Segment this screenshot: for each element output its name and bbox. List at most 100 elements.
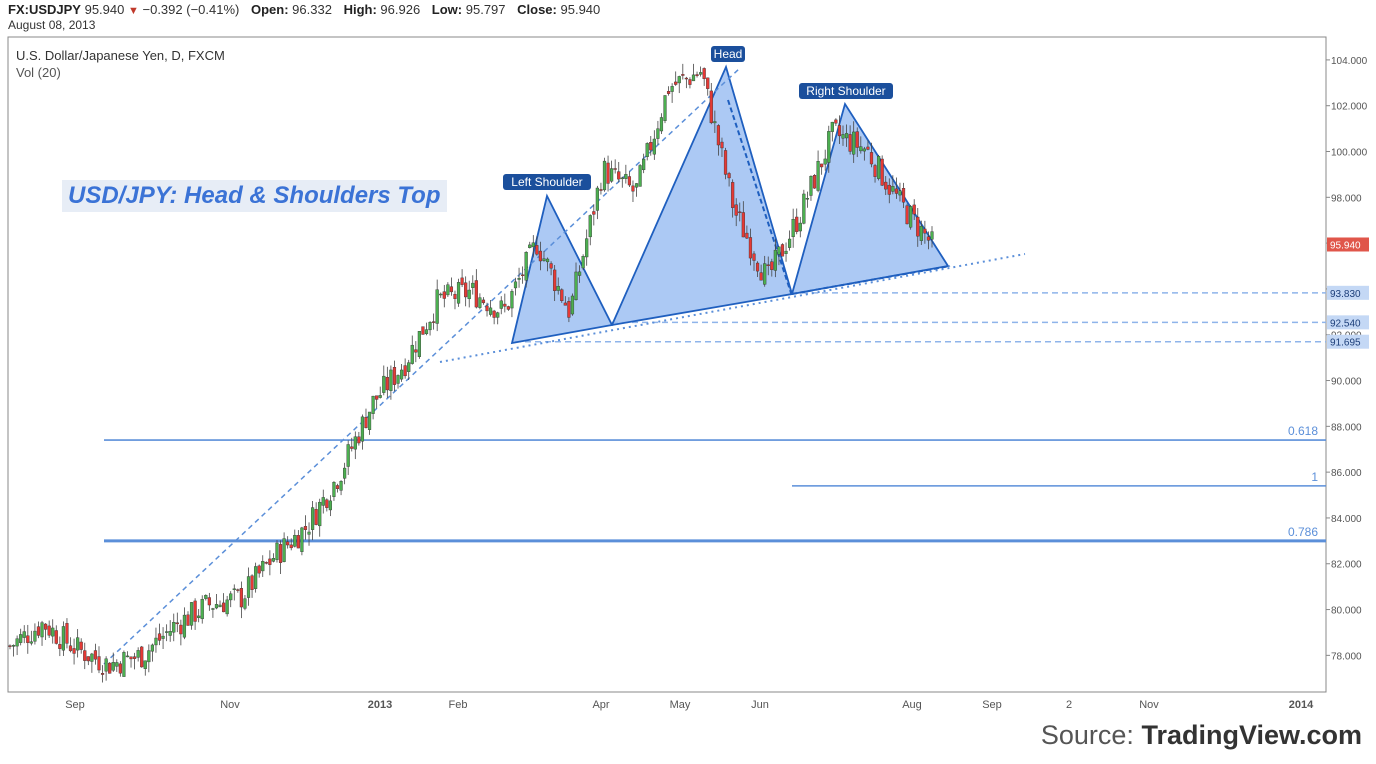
last-price-badge bbox=[1327, 237, 1369, 252]
candle-body bbox=[855, 131, 859, 148]
candle-body bbox=[143, 660, 147, 669]
candle-body bbox=[58, 644, 62, 649]
fib-level-label: 0.618 bbox=[1288, 424, 1318, 438]
candle-body bbox=[435, 289, 439, 324]
candle-body bbox=[691, 74, 696, 82]
x-tick-label: 2 bbox=[1066, 699, 1072, 711]
candle-body bbox=[189, 602, 194, 626]
chart-banner: USD/JPY: Head & Shoulders Top bbox=[62, 180, 447, 212]
candle-body bbox=[378, 395, 382, 398]
candle-body bbox=[812, 175, 817, 189]
pattern-label: Right Shoulder bbox=[806, 84, 885, 98]
x-tick-label: Feb bbox=[449, 699, 468, 711]
y-tick-label: 100.000 bbox=[1331, 148, 1368, 159]
y-tick-label: 104.000 bbox=[1331, 56, 1368, 67]
y-tick-label: 88.000 bbox=[1331, 422, 1362, 433]
symbol-ticker: FX:USDJPY bbox=[8, 2, 81, 17]
candle-body bbox=[521, 274, 525, 276]
pattern-triangle-2 bbox=[610, 64, 794, 327]
y-tick-label: 98.000 bbox=[1331, 193, 1362, 204]
candle-body bbox=[713, 121, 717, 124]
candle-body bbox=[250, 575, 254, 590]
candle-body bbox=[43, 623, 48, 630]
candle-body bbox=[485, 305, 489, 312]
candle-body bbox=[200, 599, 204, 620]
candle-body bbox=[428, 321, 432, 331]
candle-body bbox=[634, 183, 639, 188]
candle-body bbox=[659, 117, 664, 132]
candle-body bbox=[350, 446, 354, 449]
candle-body bbox=[150, 644, 154, 652]
candle-body bbox=[118, 663, 122, 674]
candle-body bbox=[261, 561, 265, 572]
candle-body bbox=[264, 562, 268, 564]
candle-body bbox=[798, 222, 802, 232]
candle-body bbox=[11, 645, 16, 647]
candle-body bbox=[417, 331, 421, 357]
candle-body bbox=[232, 588, 236, 590]
close-value: 95.940 bbox=[560, 2, 601, 17]
candle-body bbox=[296, 535, 300, 549]
candle-body bbox=[72, 648, 76, 654]
candle-body bbox=[300, 527, 304, 552]
candle-body bbox=[214, 604, 219, 609]
candle-body bbox=[702, 68, 706, 79]
candle-body bbox=[816, 161, 820, 191]
candle-body bbox=[76, 637, 80, 651]
candle-body bbox=[627, 176, 632, 186]
candle-body bbox=[325, 499, 329, 508]
candle-body bbox=[293, 534, 297, 547]
candle-body bbox=[642, 158, 646, 171]
volume-indicator-label[interactable]: Vol (20) bbox=[16, 65, 61, 80]
candle-body bbox=[328, 500, 332, 511]
candle-body bbox=[688, 79, 692, 85]
candle-body bbox=[371, 395, 375, 414]
candle-body bbox=[674, 81, 678, 85]
candle-body bbox=[805, 198, 810, 200]
candle-body bbox=[823, 158, 827, 165]
candle-body bbox=[499, 300, 503, 309]
candle-body bbox=[745, 232, 749, 239]
x-tick-label: Apr bbox=[592, 699, 609, 711]
candle-body bbox=[65, 623, 69, 644]
candle-body bbox=[734, 204, 738, 216]
candle-body bbox=[923, 228, 927, 234]
candle-body bbox=[581, 255, 585, 269]
pattern-label-box bbox=[799, 83, 893, 99]
price-badge-label: 95.940 bbox=[1330, 240, 1361, 251]
candle-body bbox=[446, 284, 450, 296]
candle-body bbox=[104, 658, 108, 672]
candle-body bbox=[125, 655, 130, 658]
candle-body bbox=[271, 558, 276, 562]
candle-body bbox=[577, 271, 582, 276]
close-label: Close: bbox=[517, 2, 557, 17]
candle-body bbox=[396, 375, 400, 384]
candle-body bbox=[453, 293, 457, 299]
low-value: 95.797 bbox=[465, 2, 506, 17]
candle-body bbox=[147, 650, 151, 663]
candle-body bbox=[86, 656, 90, 662]
candle-body bbox=[286, 541, 290, 546]
candle-body bbox=[218, 604, 222, 608]
x-tick-label: Nov bbox=[1139, 699, 1159, 711]
candle-body bbox=[236, 589, 240, 591]
candle-body bbox=[510, 291, 514, 309]
candle-body bbox=[100, 673, 105, 675]
candle-body bbox=[844, 133, 849, 139]
candle-body bbox=[307, 531, 311, 535]
pattern-label-box bbox=[503, 174, 591, 190]
candle-body bbox=[795, 216, 799, 232]
candle-body bbox=[353, 436, 357, 450]
candle-body bbox=[880, 158, 884, 186]
candle-body bbox=[278, 544, 283, 563]
candle-body bbox=[528, 244, 532, 249]
candle-body bbox=[884, 181, 888, 190]
candle-body bbox=[111, 662, 115, 671]
candle-body bbox=[122, 652, 126, 677]
candle-body bbox=[837, 125, 842, 137]
candle-body bbox=[115, 662, 119, 667]
candle-body bbox=[221, 602, 226, 613]
candle-body bbox=[339, 481, 343, 491]
candle-body bbox=[439, 293, 443, 296]
